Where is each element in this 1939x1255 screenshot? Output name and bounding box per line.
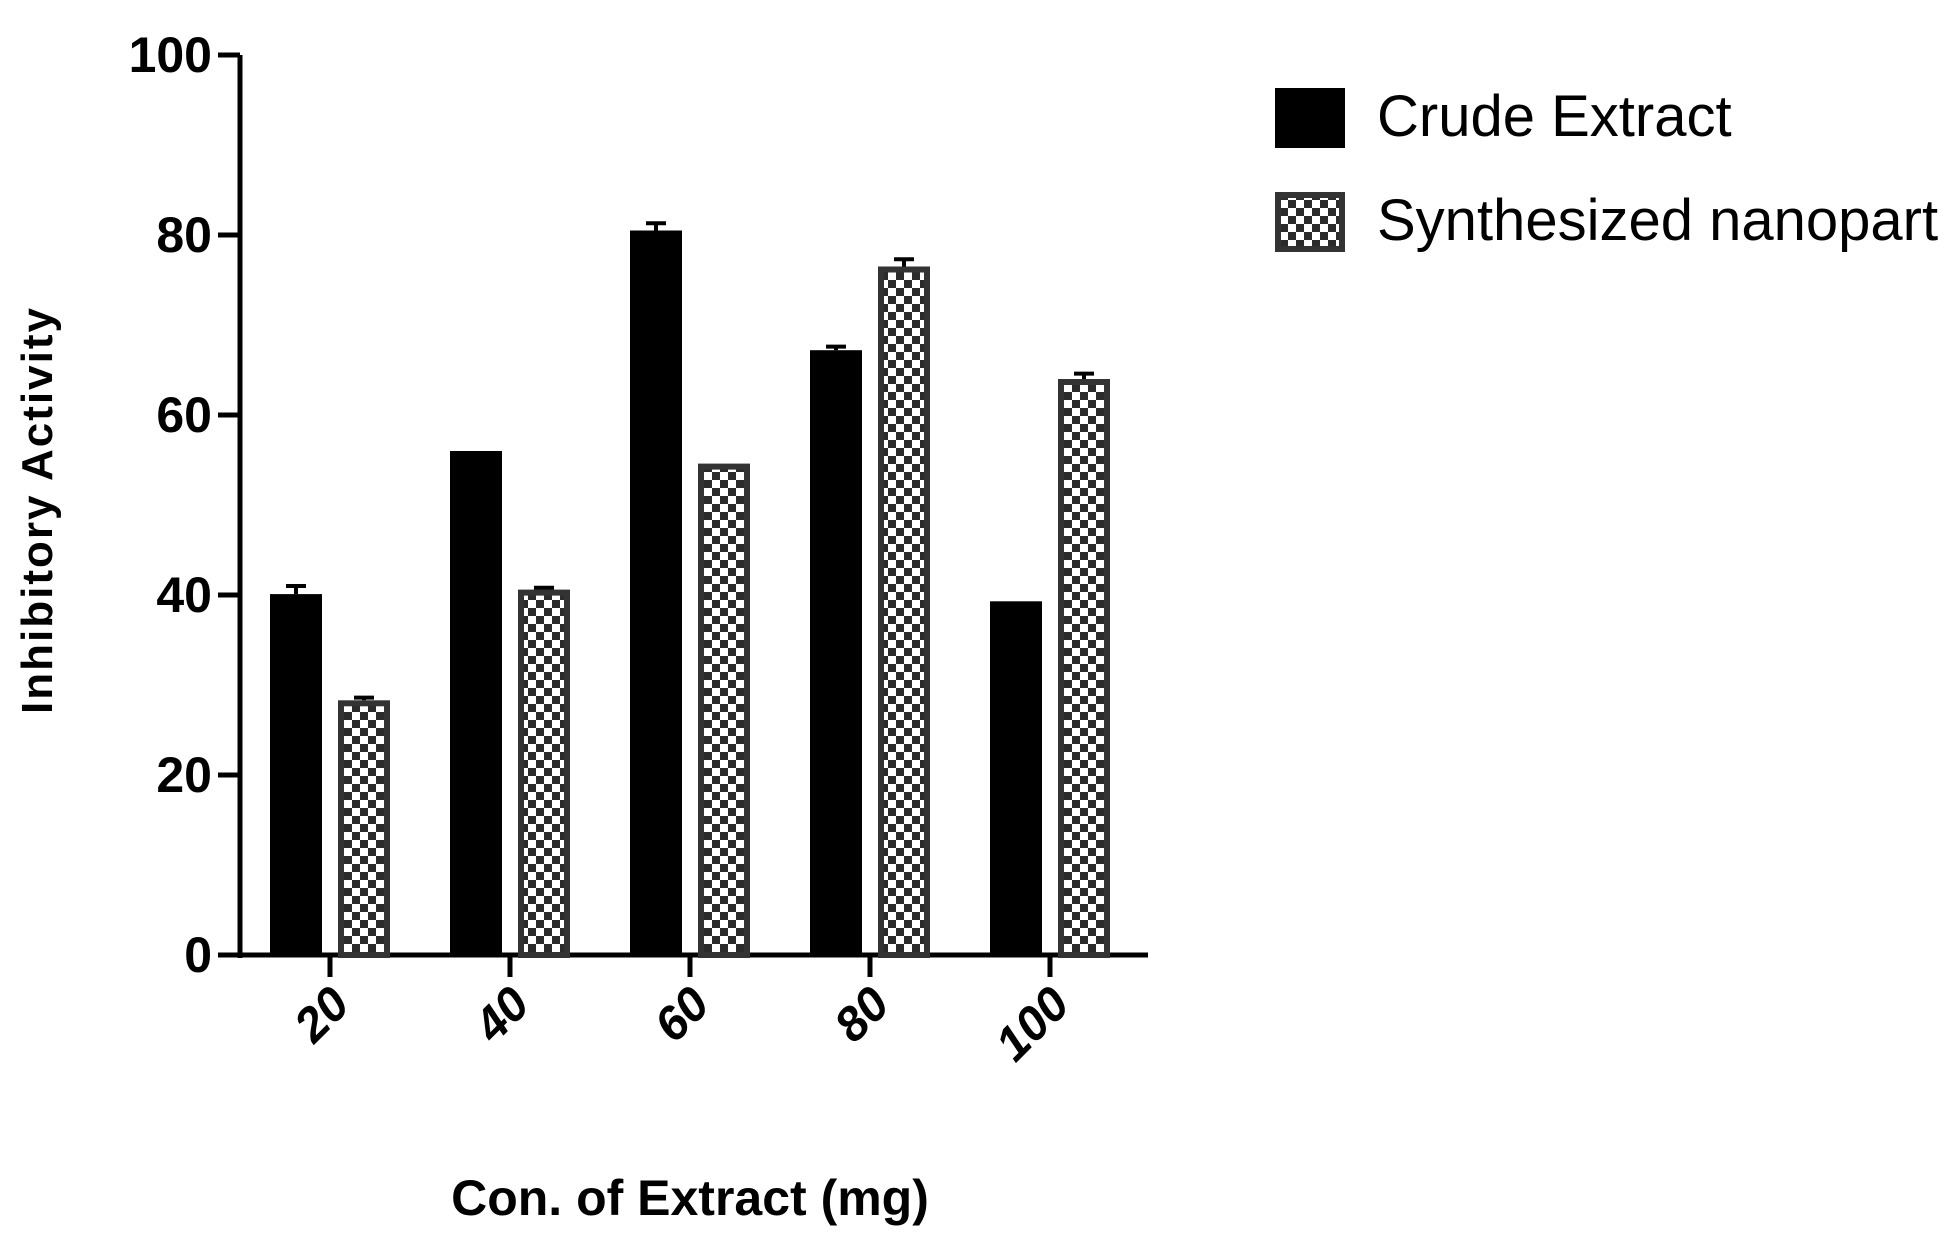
y-tick-label: 0 [184, 927, 212, 983]
y-tick-label: 20 [156, 747, 212, 803]
y-axis-title: Inhibitory Activity [13, 306, 62, 714]
legend-label: Synthesized nanoparticle [1377, 188, 1939, 253]
x-tick-label: 100 [986, 977, 1080, 1071]
y-tick-label: 100 [129, 27, 212, 83]
bar-synthesized-nanoparticle [338, 700, 390, 958]
bar-crude-extract [630, 230, 682, 955]
x-axis-title: Con. of Extract (mg) [451, 1170, 929, 1226]
x-tick-label: 80 [825, 977, 900, 1052]
y-axis: 0 20 40 60 80 100 [129, 27, 243, 983]
bar-synthesized-nanoparticle [878, 266, 930, 958]
x-tick-label: 20 [284, 977, 360, 1053]
bar-synthesized-nanoparticle [1058, 379, 1110, 958]
bar-crude-extract [810, 350, 862, 955]
x-tick-label: 60 [645, 977, 720, 1052]
bar-synthesized-nanoparticle [518, 589, 570, 958]
bar-crude-extract [450, 451, 502, 955]
legend-swatch-synthesized-nanoparticle [1275, 192, 1345, 252]
legend-label: Crude Extract [1377, 84, 1732, 149]
x-tick-label: 40 [464, 977, 540, 1053]
bar-crude-extract [990, 601, 1042, 955]
bar-crude-extract [270, 594, 322, 955]
legend: Crude Extract Synthesized nanoparticle [1275, 84, 1939, 253]
y-tick-label: 80 [156, 207, 212, 263]
y-tick-label: 60 [156, 387, 212, 443]
y-tick-label: 40 [156, 567, 212, 623]
legend-swatch-crude-extract [1275, 88, 1345, 148]
bar-synthesized-nanoparticle [698, 463, 750, 958]
x-axis: 20 40 60 80 100 [237, 952, 1148, 1071]
bar-series-group [270, 221, 1110, 958]
